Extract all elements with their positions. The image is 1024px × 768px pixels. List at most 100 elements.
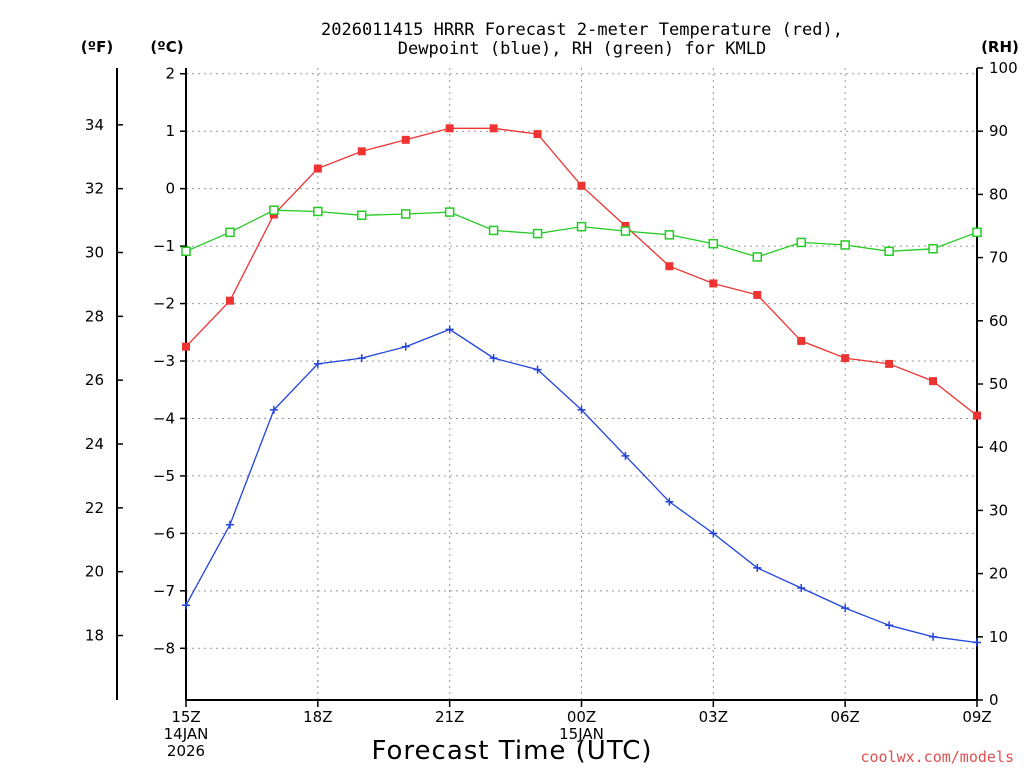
chart-title-line1: 2026011415 HRRR Forecast 2-meter Tempera… [321,20,843,40]
temperature-point [665,262,674,271]
rh-tick-label: 30 [989,501,1008,519]
rh-point [225,227,235,238]
rh-point [796,237,806,248]
time-tick-label: 06Z [830,708,859,726]
dewpoint-point [445,325,454,334]
dewpoint-point [753,563,762,572]
credit-text[interactable]: coolwx.com/models [860,748,1014,766]
rh-point [269,205,279,215]
dewpoint-point [533,365,542,374]
temperature-point [841,354,850,363]
rh-point [708,238,719,249]
rh-tick-label: 0 [989,691,999,709]
celsius-tick-label: −7 [153,582,175,600]
dewpoint-line [185,328,978,644]
time-tick-label: 21Z [435,708,464,726]
rh-axis-label: (RH) [981,38,1019,56]
dewpoint-point [401,342,410,351]
dewpoint-point [621,451,630,460]
series-temperature [182,124,981,420]
axis-ticks: 210−1−2−3−4−5−6−7−8343230282624222018100… [85,59,1018,760]
dewpoint-point [269,405,278,414]
rh-point [444,207,455,217]
rh-tick-label: 70 [989,249,1008,267]
dewpoint-point [313,359,322,368]
rh-point [357,210,367,221]
rh-point [752,252,763,262]
temperature-point [445,124,454,133]
temperature-point [621,222,630,230]
rh-point [620,226,631,236]
time-tick-label: 03Z [699,708,728,726]
dewpoint-point [885,621,894,630]
rh-point [664,230,675,240]
dewpoint-point [929,632,938,641]
celsius-tick-label: −2 [153,295,175,313]
rh-tick-label: 80 [989,185,1008,203]
celsius-tick-label: −3 [153,352,175,370]
time-tick-label: 15JAN [559,725,604,743]
rh-point [840,240,850,250]
dewpoint-point [577,405,586,414]
temperature-point [797,336,806,345]
grid-lines [186,68,977,700]
celsius-tick-label: −5 [153,467,175,485]
rh-tick-label: 10 [989,628,1008,646]
celsius-tick-label: −1 [153,237,175,255]
fahrenheit-tick-label: 24 [85,435,104,453]
temperature-point [973,411,981,420]
series-layer [181,124,982,647]
dewpoint-point [665,497,674,506]
temperature-point [182,342,190,351]
fahrenheit-tick-label: 30 [85,243,104,261]
rh-point [532,228,543,239]
series-rh [181,205,982,262]
dewpoint-point [225,520,234,529]
time-tick-label: 2026 [167,742,205,760]
chart-axes [116,68,978,701]
dewpoint-point [709,529,718,538]
dewpoint-point [973,638,981,647]
temperature-point [753,290,762,299]
celsius-tick-label: 0 [165,180,175,198]
rh-tick-label: 50 [989,375,1008,393]
fahrenheit-tick-label: 32 [85,180,104,198]
rh-point [576,221,587,232]
celsius-tick-label: 2 [165,65,175,83]
celsius-tick-label: −6 [153,524,175,542]
celsius-tick-label: −4 [153,409,175,427]
time-tick-label: 00Z [567,708,596,726]
rh-point [972,227,982,238]
fahrenheit-tick-label: 22 [85,499,104,517]
dewpoint-point [797,583,806,592]
temperature-point [885,359,894,368]
fahrenheit-tick-label: 18 [85,627,104,645]
time-tick-label: 14JAN [164,725,209,743]
chart-title-line2: Dewpoint (blue), RH (green) for KMLD [398,39,766,59]
rh-point [928,244,938,254]
rh-point [400,209,411,219]
rh-tick-label: 100 [989,59,1018,77]
temperature-point [709,279,718,288]
dewpoint-point [182,601,190,610]
time-tick-label: 18Z [303,708,332,726]
temperature-point [225,296,234,305]
rh-point [488,225,499,236]
rh-tick-label: 90 [989,122,1008,140]
temperature-point [533,130,542,139]
x-axis-label: Forecast Time (UTC) [371,736,652,766]
fahrenheit-tick-label: 34 [85,116,104,134]
time-tick-label: 15Z [171,708,200,726]
rh-point [181,246,191,257]
fahrenheit-tick-label: 28 [85,307,104,325]
rh-tick-label: 40 [989,438,1008,456]
temperature-point [401,135,410,144]
temperature-point [357,147,366,156]
temperature-point [577,181,586,190]
temperature-point [929,377,938,386]
dewpoint-point [357,354,366,363]
series-dewpoint [182,325,981,647]
dewpoint-point [841,604,850,613]
time-tick-label: 09Z [962,708,991,726]
